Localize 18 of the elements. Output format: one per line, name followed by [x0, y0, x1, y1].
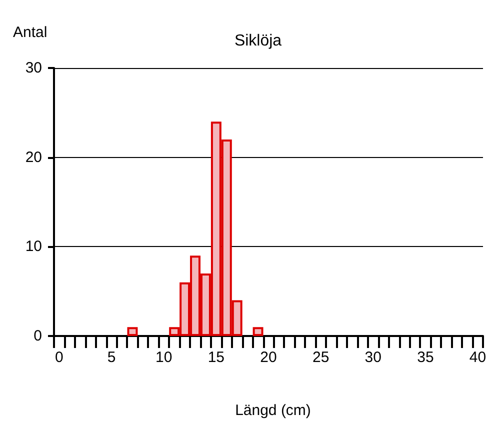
x-tick-label: 0 — [55, 349, 64, 366]
y-tick-label: 20 — [25, 148, 42, 166]
x-tick-label: 40 — [469, 349, 486, 366]
y-tick-label: 0 — [34, 328, 42, 344]
x-tick-label: 20 — [260, 349, 277, 366]
x-tick-label: 15 — [208, 349, 225, 366]
x-tick-label: 10 — [156, 349, 172, 366]
y-tick-label: 10 — [25, 238, 42, 256]
chart-title: Siklöja — [234, 32, 282, 50]
x-tick-label: 30 — [364, 349, 382, 366]
x-tick-label: 35 — [417, 349, 434, 366]
x-tick-label: 5 — [107, 349, 116, 366]
x-tick-label: 25 — [312, 349, 330, 366]
y-tick-label: 30 — [25, 60, 42, 76]
y-axis-title: Antal — [13, 24, 48, 41]
x-axis-title: Längd (cm) — [235, 402, 311, 419]
bar — [252, 327, 264, 336]
bar — [127, 327, 138, 336]
